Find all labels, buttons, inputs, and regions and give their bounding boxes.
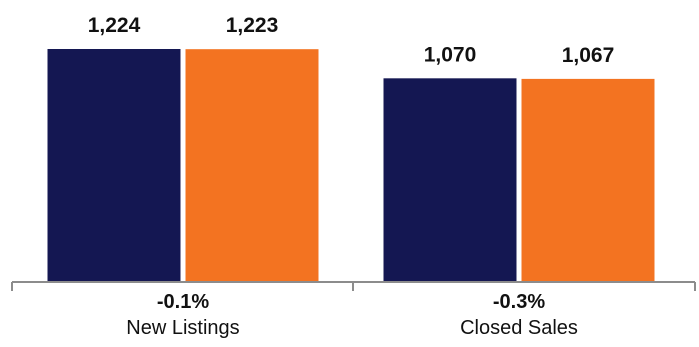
data-label: 1,224 (88, 14, 141, 37)
category-labels: -0.1% New Listings -0.3% Closed Sales (126, 291, 578, 339)
data-label: 1,223 (226, 14, 279, 37)
data-label: 1,067 (562, 44, 615, 67)
bar-series2-new-listings (185, 49, 319, 282)
value-labels: 1,224 1,223 1,070 1,067 (88, 14, 615, 67)
category-label: Closed Sales (460, 317, 578, 339)
bar-series1-closed-sales (383, 78, 517, 282)
category-label: New Listings (126, 317, 239, 339)
change-label: -0.3% (493, 291, 545, 313)
change-label: -0.1% (157, 291, 209, 313)
bar-series1-new-listings (47, 49, 181, 282)
bar-series2-closed-sales (521, 78, 655, 282)
bars (47, 49, 655, 282)
x-axis (11, 281, 696, 291)
data-label: 1,070 (424, 43, 477, 66)
